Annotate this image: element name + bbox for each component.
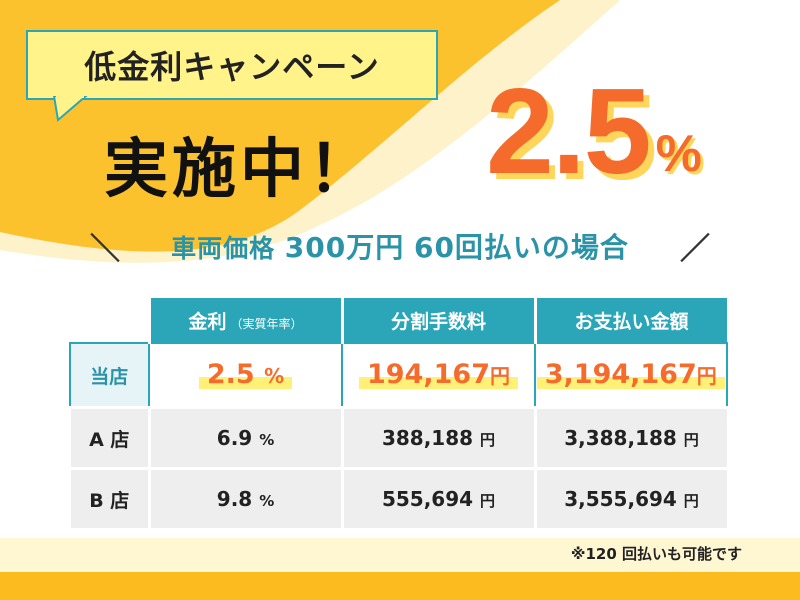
- store-b-fee: 555,694: [381, 487, 474, 511]
- store-a-total-unit: 円: [683, 431, 699, 449]
- bottom-bar: [0, 572, 800, 600]
- store-b-rate-cell: 9.8 %: [147, 467, 342, 528]
- store-a-rate-unit: %: [259, 431, 275, 449]
- header-rate-label: 金利: [188, 310, 227, 333]
- own-total-cell: 3,194,167円: [534, 342, 728, 409]
- header-corner: [70, 298, 150, 343]
- store-b-rate-unit: %: [259, 492, 275, 510]
- footnote: ※120 回払いも可能です: [570, 545, 742, 563]
- condition-text: 車両価格 300万円 60回払いの場合: [171, 226, 629, 266]
- store-a-total: 3,388,188: [564, 426, 677, 450]
- store-b-fee-cell: 555,694 円: [340, 467, 535, 528]
- store-b-label: B 店: [68, 467, 149, 528]
- table-row-store-a: A 店 6.9 % 388,188 円 3,388,188 円: [68, 406, 727, 469]
- own-fee-value: 194,167: [367, 358, 490, 390]
- price-label: 車両価格: [171, 234, 276, 263]
- own-rate-unit: %: [264, 363, 285, 388]
- own-fee-unit: 円: [489, 363, 510, 388]
- price-value: 300万円: [284, 231, 405, 264]
- big-rate-number: 2.5: [486, 63, 652, 199]
- own-fee-cell: 194,167円: [341, 342, 535, 409]
- store-a-rate: 6.9: [216, 426, 253, 450]
- own-rate-cell: 2.5 %: [148, 342, 342, 409]
- header-fee: 分割手数料: [340, 298, 535, 343]
- left-slash: ＼: [90, 232, 120, 267]
- store-b-total-unit: 円: [683, 492, 699, 510]
- installments: 60回払いの場合: [413, 231, 629, 264]
- header-total: お支払い金額: [533, 298, 727, 343]
- store-b-total-cell: 3,555,694 円: [533, 467, 727, 528]
- store-b-total: 3,555,694: [564, 487, 677, 511]
- own-total-unit: 円: [696, 363, 717, 388]
- headline: 実施中！: [104, 133, 376, 207]
- table-row-own-store: 当店 2.5 % 194,167円 3,194,167円: [68, 342, 728, 409]
- big-rate-unit: %: [655, 125, 702, 183]
- header-rate-note: （実質年率）: [230, 316, 303, 331]
- big-rate: 2.5 %: [486, 70, 702, 192]
- campaign-badge: 低金利キャンペーン: [26, 30, 438, 100]
- speech-bubble-tail: [52, 96, 88, 122]
- own-rate: 2.5 %: [198, 358, 293, 390]
- store-b-rate: 9.8: [216, 487, 253, 511]
- own-fee: 194,167円: [359, 358, 518, 390]
- store-a-rate-cell: 6.9 %: [147, 406, 342, 469]
- header-rate: 金利 （実質年率）: [147, 298, 342, 343]
- footnote-band: [0, 538, 800, 572]
- store-b-fee-unit: 円: [480, 492, 496, 510]
- store-a-label: A 店: [68, 406, 149, 469]
- condition-line: ＼ 車両価格 300万円 60回払いの場合 ／: [90, 224, 710, 268]
- own-total-value: 3,194,167: [544, 358, 697, 390]
- own-total: 3,194,167円: [536, 358, 725, 390]
- own-rate-value: 2.5: [206, 358, 255, 390]
- campaign-badge-text: 低金利キャンペーン: [84, 48, 380, 86]
- table-header-row: 金利 （実質年率） 分割手数料 お支払い金額: [70, 298, 727, 343]
- right-slash: ／: [680, 232, 710, 267]
- store-a-total-cell: 3,388,188 円: [533, 406, 727, 469]
- store-a-fee-cell: 388,188 円: [340, 406, 535, 469]
- table-row-store-b: B 店 9.8 % 555,694 円 3,555,694 円: [68, 467, 727, 528]
- own-store-label: 当店: [68, 342, 150, 409]
- store-a-fee-unit: 円: [480, 431, 496, 449]
- store-a-fee: 388,188: [381, 426, 474, 450]
- comparison-table: 金利 （実質年率） 分割手数料 お支払い金額 当店 2.5 % 194,167円 …: [68, 298, 728, 528]
